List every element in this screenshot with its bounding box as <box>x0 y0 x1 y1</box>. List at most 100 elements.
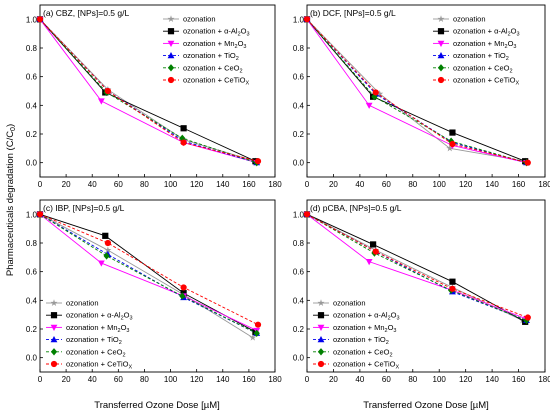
data-point <box>365 259 373 266</box>
x-tick-label: 160 <box>242 180 256 189</box>
x-tick-label: 60 <box>382 180 391 189</box>
data-point <box>449 285 456 292</box>
legend-label: ozonation + CeTiOX <box>66 360 132 371</box>
x-tick-label: 140 <box>216 375 230 384</box>
panel-title: (c) IBP, [NPs]=0.5 g/L <box>43 203 125 213</box>
data-point <box>180 284 187 291</box>
x-tick-label: 40 <box>88 180 97 189</box>
series-line <box>306 19 526 162</box>
legend-marker <box>317 336 325 343</box>
legend-marker <box>50 360 58 368</box>
y-tick-label: 0.6 <box>26 73 38 82</box>
y-tick-label: 1.0 <box>26 15 38 24</box>
x-tick-label: 60 <box>114 375 123 384</box>
y-tick-label: 0.8 <box>293 44 305 53</box>
y-tick-label: 0.2 <box>293 130 305 139</box>
x-tick-label: 40 <box>88 375 97 384</box>
x-tick-label: 160 <box>242 375 256 384</box>
plot-frame <box>306 199 546 373</box>
legend-label: ozonation + CeO2 <box>333 347 393 358</box>
series-line <box>39 213 259 326</box>
x-tick-label: 20 <box>329 375 338 384</box>
y-tick-label: 0.0 <box>293 354 305 363</box>
data-point <box>103 252 110 260</box>
shared-x-axis-label-left: Transferred Ozone Dose [µM] <box>94 400 220 411</box>
legend-marker <box>50 336 58 343</box>
x-tick-label: 100 <box>164 180 178 189</box>
data-point <box>97 98 105 105</box>
x-tick-label: 40 <box>355 180 364 189</box>
y-tick-label: 0.0 <box>26 354 38 363</box>
data-point <box>97 260 105 267</box>
legend-marker <box>437 15 445 22</box>
data-point <box>449 278 456 285</box>
chart-panel-4: 0 20 40 60 80 100 120 140 160 180 0.0 0.2 0.4 0.6 0.8 1… <box>293 199 550 384</box>
x-tick-label: 80 <box>408 375 417 384</box>
series-line <box>39 213 257 334</box>
data-point <box>370 241 377 248</box>
panel-title: (a) CBZ, [NPs]=0.5 g/L <box>43 8 129 18</box>
series-line <box>306 19 526 162</box>
shared-y-axis-label: Pharmaceuticals degradation (C/C0) <box>5 124 17 276</box>
y-tick-label: 0.4 <box>26 296 38 305</box>
legend-label: ozonation <box>333 299 366 308</box>
x-tick-label: 60 <box>114 180 123 189</box>
legend-label: ozonation + CeTiOX <box>183 76 249 87</box>
legend-label: ozonation <box>453 15 486 24</box>
series-line <box>306 213 526 323</box>
x-tick-label: 120 <box>459 180 473 189</box>
legend-label: ozonation + Mn2O3 <box>453 39 516 50</box>
data-point <box>104 246 112 254</box>
y-tick-label: 0.8 <box>293 239 305 248</box>
y-tick-label: 1.0 <box>293 210 305 219</box>
x-tick-label: 100 <box>433 180 447 189</box>
legend-marker <box>437 76 445 84</box>
legend-label: ozonation + α-Al2O3 <box>333 311 400 322</box>
y-tick-label: 0.6 <box>293 268 305 277</box>
series-line <box>306 213 527 321</box>
data-point <box>524 159 531 166</box>
x-tick-label: 0 <box>38 375 43 384</box>
legend-marker <box>50 348 58 356</box>
data-point <box>253 329 260 337</box>
legend-marker <box>317 348 325 356</box>
data-point <box>254 158 262 165</box>
legend-marker <box>167 15 175 22</box>
data-point <box>365 102 373 109</box>
legend-label: ozonation + α-Al2O3 <box>453 27 520 38</box>
data-point <box>180 125 187 132</box>
series-line <box>39 19 257 164</box>
legend-marker <box>167 64 175 72</box>
legend-label: ozonation + Mn2O3 <box>66 323 129 334</box>
legend-marker <box>317 299 325 306</box>
data-point <box>449 140 456 148</box>
series-line <box>39 213 254 338</box>
x-tick-label: 100 <box>164 375 178 384</box>
data-point <box>376 90 384 97</box>
series-line <box>39 213 257 331</box>
y-tick-label: 0.4 <box>293 101 305 110</box>
legend-label: ozonation + TiO2 <box>183 51 239 62</box>
x-tick-label: 180 <box>268 180 282 189</box>
legend-marker <box>317 324 325 331</box>
legend-marker <box>167 76 175 84</box>
data-point <box>180 139 187 146</box>
x-tick-label: 0 <box>38 180 43 189</box>
series-line <box>306 19 527 164</box>
data-point <box>449 129 456 136</box>
series-line <box>39 19 256 162</box>
series-line <box>306 19 527 164</box>
y-tick-label: 1.0 <box>293 15 305 24</box>
data-point <box>303 16 311 23</box>
data-point <box>102 232 109 239</box>
data-point <box>371 93 378 101</box>
data-point <box>36 211 44 218</box>
x-tick-label: 160 <box>512 180 526 189</box>
legend-marker <box>317 312 325 319</box>
x-tick-label: 140 <box>485 375 499 384</box>
x-tick-label: 20 <box>62 180 71 189</box>
